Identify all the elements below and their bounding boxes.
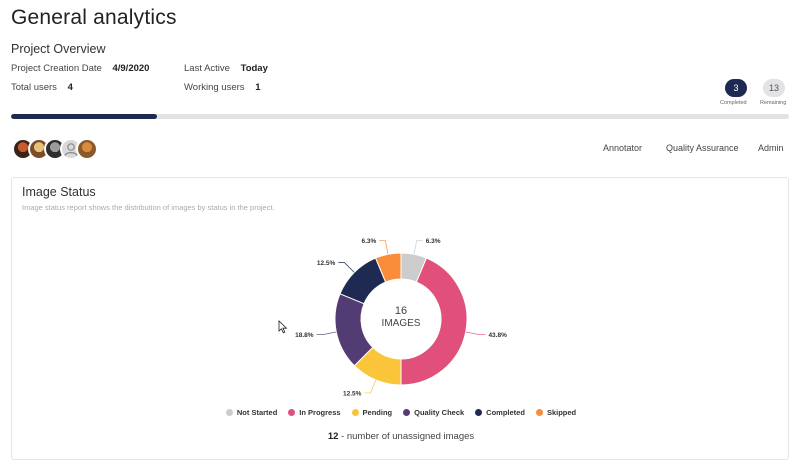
image-status-description: Image status report shows the distributi… — [22, 203, 275, 212]
slice-percent-label: 12.5% — [317, 260, 336, 267]
last-active-label: Last Active — [184, 63, 230, 74]
slice-percent-label: 18.8% — [295, 332, 314, 339]
donut-slice-skipped[interactable] — [374, 252, 402, 283]
working-users-value: 1 — [255, 82, 261, 93]
donut-slice-in-progress[interactable] — [400, 257, 468, 386]
page-title: General analytics — [11, 6, 177, 29]
donut-center-value: 16 — [395, 305, 407, 317]
legend-item-skipped[interactable]: Skipped — [535, 408, 577, 417]
legend-item-not-started[interactable]: Not Started — [225, 408, 278, 417]
donut-center-label: IMAGES — [382, 318, 421, 329]
slice-leader-line — [338, 262, 355, 273]
remaining-count-badge: 13 — [763, 79, 785, 97]
legend-dot-icon — [225, 409, 233, 416]
legend-item-in-progress[interactable]: In Progress — [288, 408, 341, 417]
last-active-value: Today — [240, 63, 268, 74]
completed-count-badge: 3 — [725, 79, 747, 97]
legend-dot-icon — [475, 409, 483, 416]
working-users-label: Working users — [184, 82, 245, 93]
working-users-row: Working users 1 — [184, 82, 260, 93]
legend-item-completed[interactable]: Completed — [475, 408, 525, 417]
legend-dot-icon — [288, 409, 296, 416]
legend-label: Completed — [486, 408, 525, 417]
slice-percent-label: 6.3% — [426, 238, 441, 245]
total-users-value: 4 — [67, 82, 73, 93]
role-tab-quality-assurance[interactable]: Quality Assurance — [666, 143, 739, 153]
legend-label: Pending — [362, 408, 393, 417]
creation-date-row: Project Creation Date 4/9/2020 — [11, 63, 149, 74]
legend-item-pending[interactable]: Pending — [351, 408, 393, 417]
remaining-caption: Remaining — [760, 100, 787, 106]
image-status-donut-chart: 6.3% 43.8% 12.5% 18.8% 12.5% 6.3% 16 IMAGES — [295, 238, 507, 397]
slice-percent-label: 6.3% — [361, 238, 376, 245]
chart-legend: Not Started In Progress Pending Quality Che… — [12, 408, 790, 417]
legend-label: Skipped — [546, 408, 577, 417]
user-placeholder-icon — [64, 143, 78, 157]
role-tab-annotator[interactable]: Annotator — [603, 143, 643, 153]
slice-percent-label: 12.5% — [343, 390, 362, 397]
team-avatars — [12, 138, 98, 160]
slice-leader-line — [413, 240, 423, 255]
project-progress-fill — [11, 114, 157, 119]
creation-date-value: 4/9/2020 — [112, 63, 150, 74]
slice-leader-line — [465, 331, 486, 336]
unassigned-count: 12 — [327, 431, 339, 442]
slice-leader-line — [316, 331, 337, 336]
role-tab-admin[interactable]: Admin — [758, 143, 784, 153]
slice-percent-label: 43.8% — [488, 332, 507, 339]
mouse-cursor-icon — [278, 320, 288, 334]
project-progress-bar — [11, 114, 789, 119]
legend-dot-icon — [351, 409, 359, 416]
slice-leader-line — [364, 379, 377, 394]
project-overview-title: Project Overview — [11, 42, 106, 56]
total-users-label: Total users — [11, 82, 57, 93]
slice-leader-line — [379, 240, 389, 255]
legend-label: Quality Check — [414, 408, 465, 417]
image-status-title: Image Status — [22, 185, 96, 199]
creation-date-label: Project Creation Date — [11, 63, 102, 74]
legend-label: In Progress — [299, 408, 341, 417]
total-users-row: Total users 4 — [11, 82, 73, 93]
legend-dot-icon — [535, 409, 543, 416]
image-status-card: Image Status Image status report shows t… — [11, 177, 789, 460]
last-active-row: Last Active Today — [184, 63, 268, 74]
legend-item-quality-check[interactable]: Quality Check — [403, 408, 464, 417]
legend-label: Not Started — [236, 408, 278, 417]
avatar[interactable] — [76, 138, 98, 160]
unassigned-label: - number of unassigned images — [338, 431, 475, 442]
legend-dot-icon — [403, 409, 411, 416]
unassigned-images-text: 12 - number of unassigned images — [12, 431, 790, 442]
completed-caption: Completed — [720, 100, 747, 106]
